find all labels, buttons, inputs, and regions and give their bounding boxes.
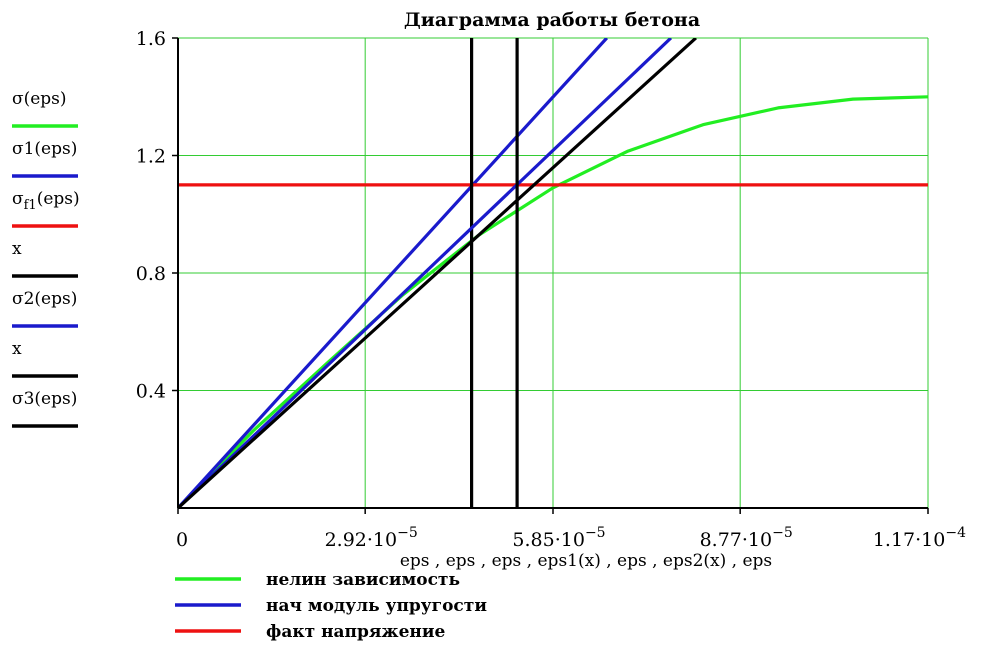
grid-lines [178,37,929,508]
x-tick-label: 5.85·10−5 [512,525,605,551]
x-tick-label: 2.92·10−5 [325,525,418,551]
side-legend-label: σf1(eps) [12,189,80,213]
axes [172,37,929,514]
y-tick-label: 1.2 [136,146,166,168]
side-legend-label: σ1(eps) [12,139,77,159]
side-legend-label: σ3(eps) [12,389,77,409]
x-tick-label: 0 [176,529,188,551]
side-legend-label: x [12,239,22,259]
x-tick-label: 8.77·10−5 [700,525,793,551]
series-line-2 [178,38,608,508]
y-tick-label: 0.8 [136,263,166,285]
side-legend: σ(eps) σ1(eps) σf1(eps) x σ2(eps) x σ3(eps) [12,89,80,428]
x-tick-label: 1.17·10−4 [873,525,966,551]
series-line-5 [178,38,673,508]
side-legend-label: σ(eps) [12,89,67,109]
side-legend-label: x [12,339,22,359]
side-legend-label: σ2(eps) [12,289,77,309]
y-tick-label: 1.6 [136,28,166,50]
bottom-legend-label: нач модуль упругости [266,596,487,616]
chart-title: Диаграмма работы бетона [404,9,700,31]
tick-labels: 0.4 0.8 1.2 1.6 0 2.92·10−5 5.85·10−5 8.77·10−5… [136,28,966,551]
bottom-legend-label: нелин зависимость [266,570,460,590]
bottom-legend: нелин зависимость нач модуль упругости фак… [175,570,487,642]
series-line-1 [178,95,928,508]
series-line-7 [178,38,697,508]
y-tick-label: 0.4 [136,381,166,403]
x-axis-label: eps , eps , eps , eps1(x) , eps , eps2(x… [400,551,772,571]
bottom-legend-label: факт напряжение [266,622,445,642]
series-lines [178,38,928,508]
